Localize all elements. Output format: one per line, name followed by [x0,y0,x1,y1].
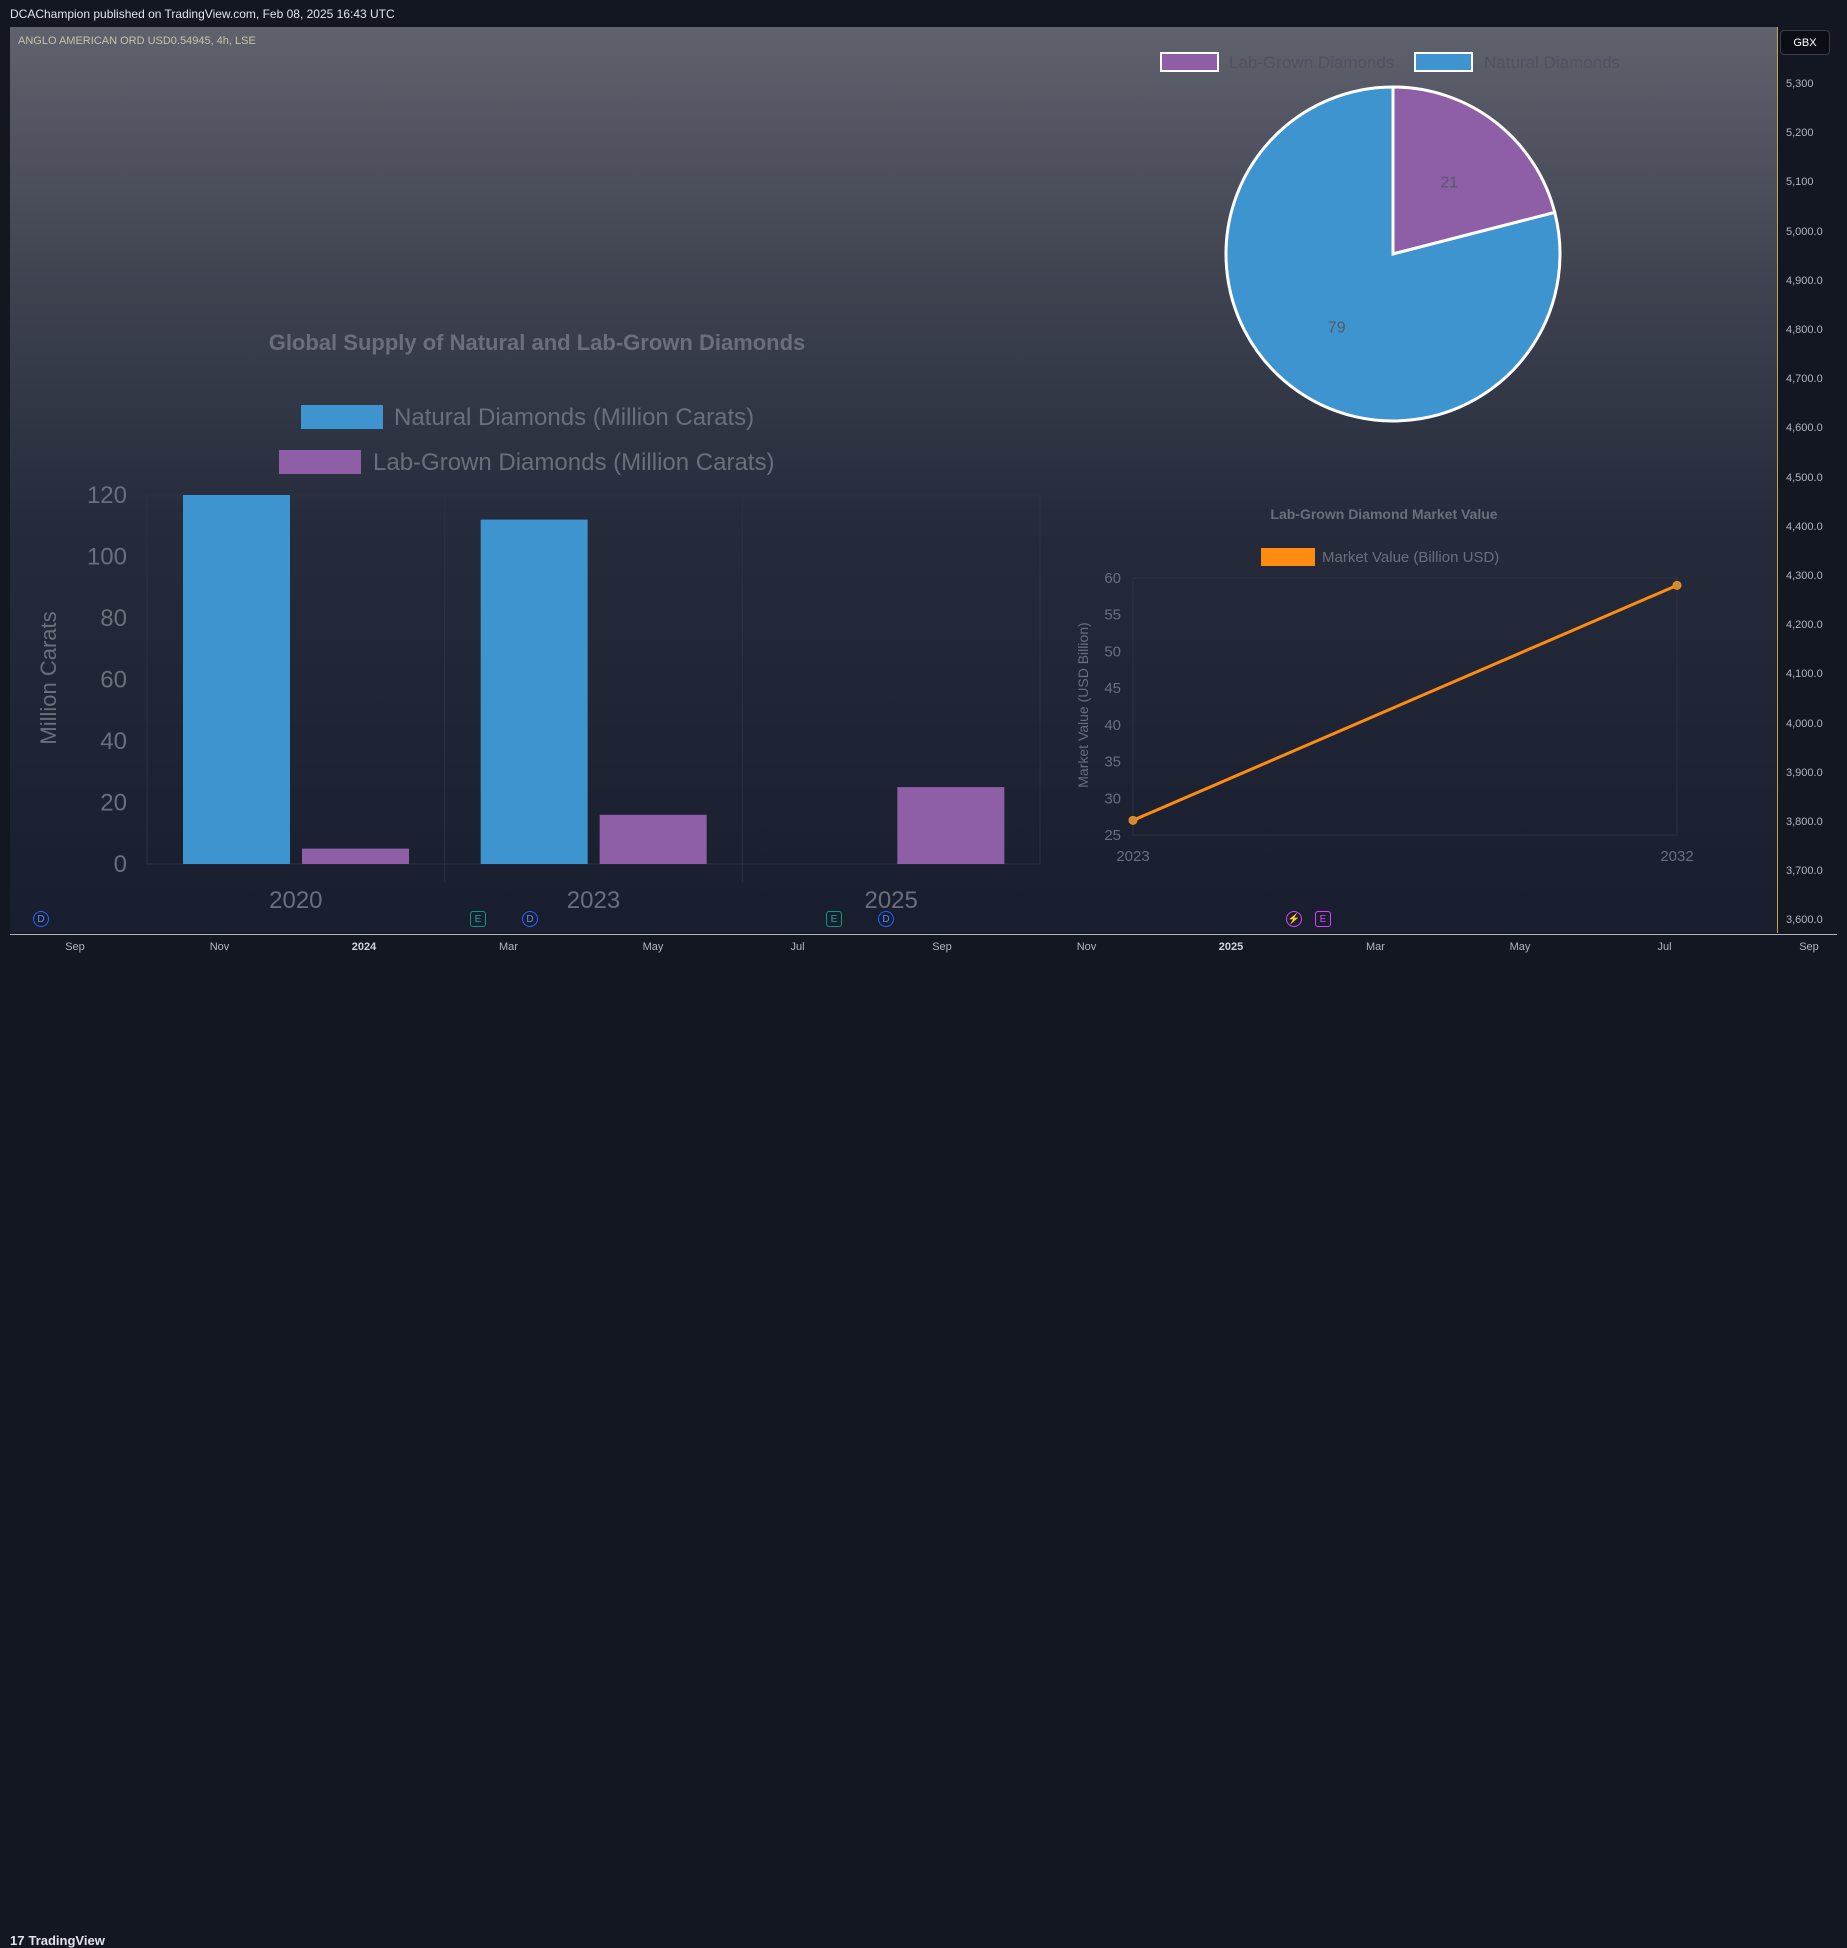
price-tick: 5,200 [1786,127,1814,140]
time-tick: Jul [1657,941,1672,953]
price-tick: 4,900.0 [1786,274,1823,287]
price-tick: 5,300 [1786,78,1814,90]
price-tick: 3,800.0 [1786,816,1823,828]
time-tick: Nov [1076,941,1097,953]
symbol-label[interactable]: ANGLO AMERICAN ORD USD0.54945, 4h, LSE [18,35,256,47]
tradingview-logo-icon: 17 [10,1933,25,1948]
brand-name: TradingView [28,1933,105,1948]
currency-button[interactable]: GBX [1780,30,1830,55]
bottom-bar: 17 TradingView [0,962,1847,1948]
time-tick: Jul [790,941,805,953]
time-axis-line [10,934,1837,935]
time-tick: Sep [1799,941,1819,953]
price-tick: 4,000.0 [1786,717,1823,730]
price-tick: 5,100 [1786,176,1814,189]
time-tick: Mar [499,941,518,953]
event-marker-e[interactable]: E [826,911,842,927]
chart-area[interactable] [10,27,1777,933]
price-tick: 4,200.0 [1786,619,1823,632]
top-bar: DCAChampion published on TradingView.com… [0,0,1847,27]
price-tick: 3,700.0 [1786,865,1823,878]
price-tick: 4,800.0 [1786,324,1823,336]
time-tick: Nov [209,941,230,953]
price-axis[interactable] [1777,27,1847,933]
time-tick: Sep [932,941,952,953]
price-tick: 4,300.0 [1786,570,1823,582]
time-tick: 2025 [1218,941,1244,953]
event-marker-d[interactable]: D [878,911,894,927]
event-marker-d[interactable]: D [522,911,538,927]
publish-info: DCAChampion published on TradingView.com… [10,7,395,21]
time-tick: Sep [65,941,85,953]
time-tick: May [1509,941,1531,953]
price-tick: 4,400.0 [1786,520,1823,533]
price-tick: 4,600.0 [1786,422,1823,435]
price-tick: 3,900.0 [1786,766,1823,779]
time-tick: May [642,941,664,953]
price-tick: 3,600.0 [1786,914,1823,927]
time-tick: Mar [1366,941,1385,953]
tradingview-logo[interactable]: 17 TradingView [10,1933,105,1948]
event-marker-e2[interactable]: E [1315,911,1331,927]
price-tick: 4,500.0 [1786,471,1823,484]
price-tick: 4,700.0 [1786,373,1823,386]
time-tick: 2024 [351,941,377,953]
price-tick: 5,000.0 [1786,225,1823,238]
price-tick: 4,100.0 [1786,668,1823,681]
event-marker-d[interactable]: D [33,911,49,927]
event-marker-e[interactable]: E [470,911,486,927]
event-marker-s[interactable]: ⚡ [1286,911,1302,927]
